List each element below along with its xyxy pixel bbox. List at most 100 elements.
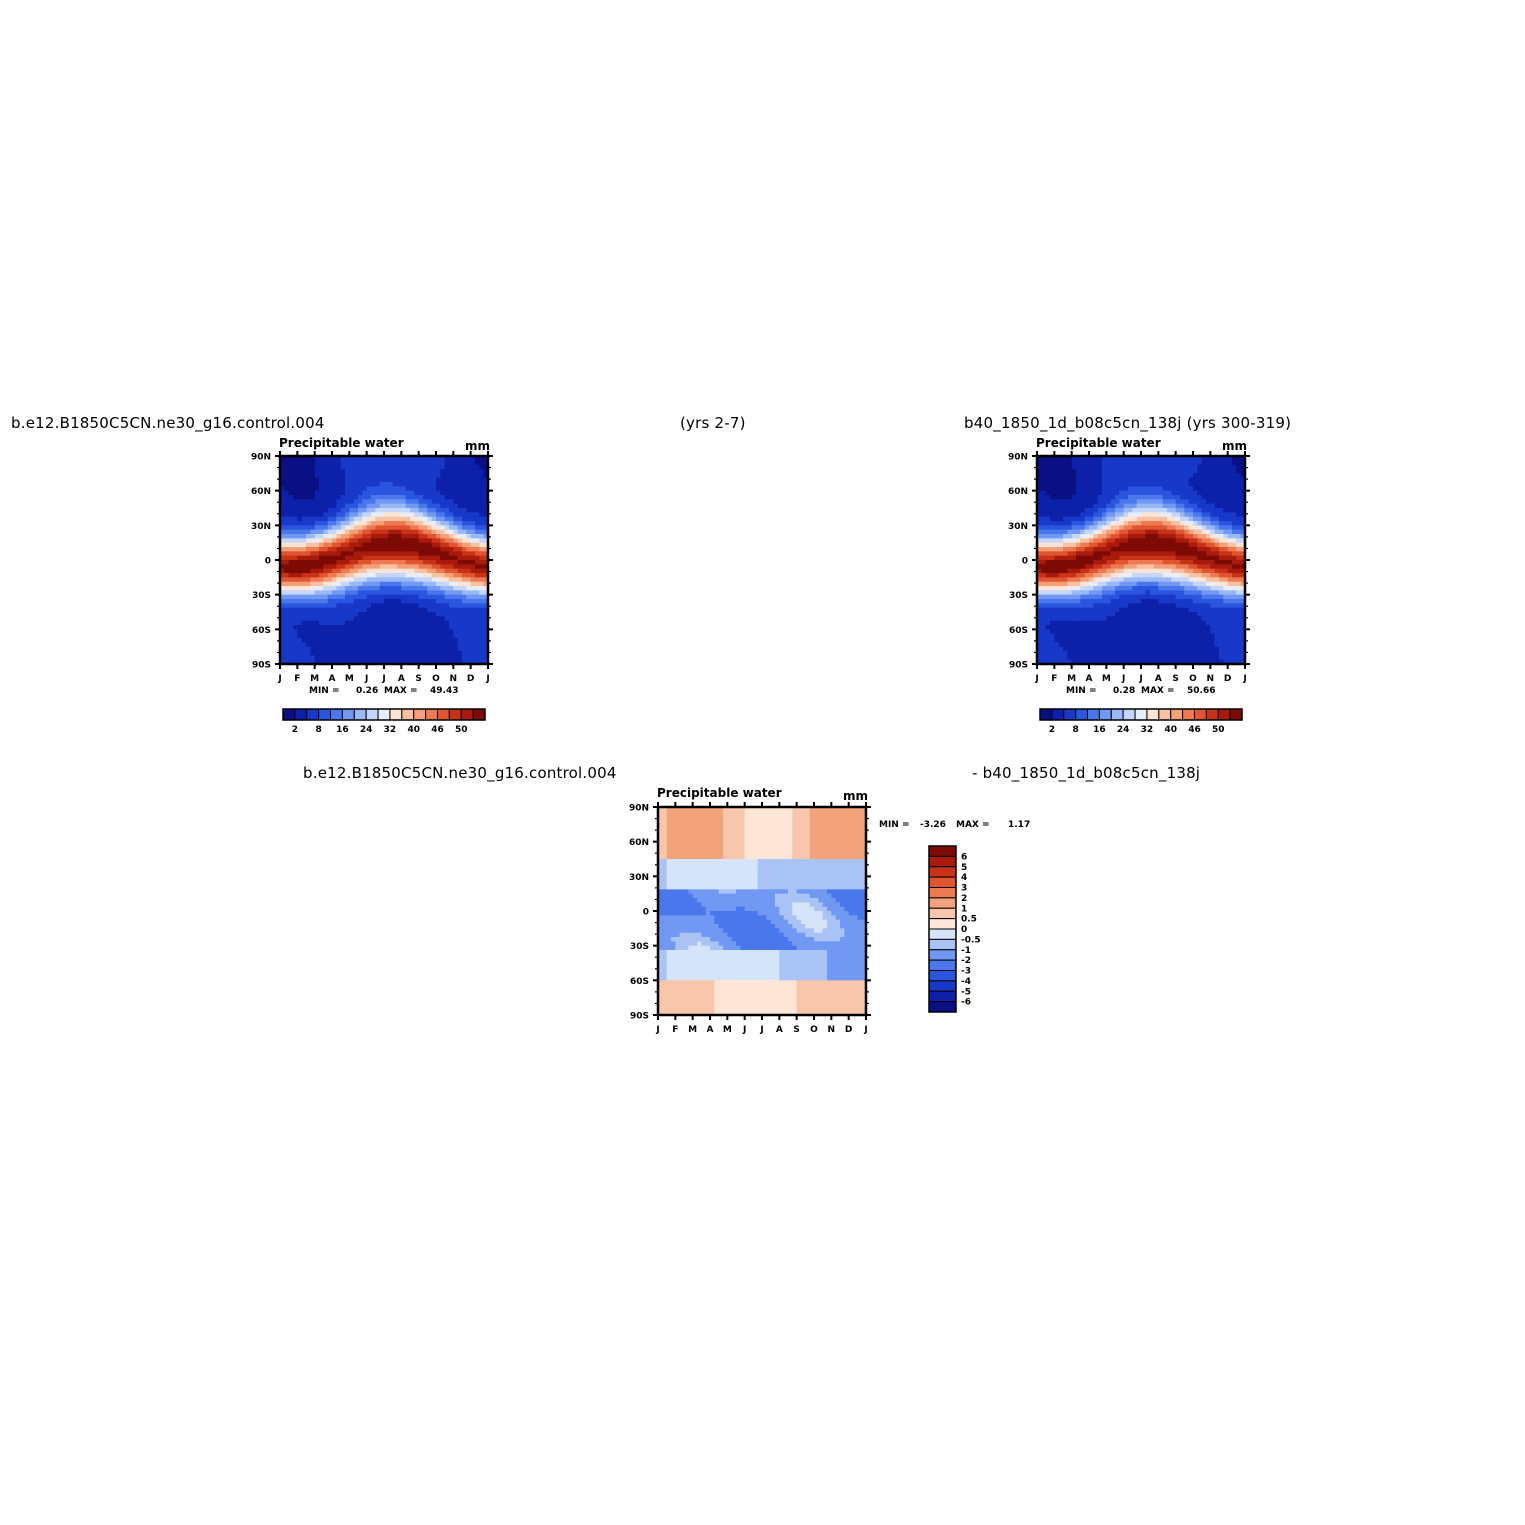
field-cell bbox=[336, 616, 342, 622]
field-cell bbox=[1193, 655, 1198, 661]
field-cell bbox=[1050, 659, 1055, 665]
y-tick-label: 90S bbox=[1009, 661, 1028, 671]
field-cell bbox=[466, 603, 472, 609]
field-cell bbox=[475, 616, 480, 622]
field-cell bbox=[375, 642, 381, 648]
field-cell bbox=[1158, 616, 1164, 622]
field-cell bbox=[1080, 538, 1086, 544]
field-cell bbox=[1058, 486, 1064, 492]
field-cell bbox=[1093, 469, 1099, 474]
field-cell bbox=[1084, 629, 1090, 635]
field-cell bbox=[1132, 525, 1138, 531]
field-cell bbox=[418, 512, 424, 518]
field-cell bbox=[397, 607, 402, 613]
field-cell bbox=[405, 456, 411, 461]
field-cell bbox=[418, 599, 424, 604]
field-cell bbox=[1197, 646, 1203, 652]
field-cell bbox=[470, 633, 476, 639]
field-cell bbox=[1058, 581, 1064, 587]
field-cell bbox=[1232, 594, 1237, 600]
field-cell bbox=[475, 607, 480, 613]
field-cell bbox=[392, 456, 398, 461]
field-cell bbox=[1089, 456, 1094, 461]
field-cell bbox=[1106, 456, 1112, 461]
field-cell bbox=[418, 560, 424, 565]
field-cell bbox=[1149, 616, 1155, 622]
field-cell bbox=[475, 534, 480, 539]
field-cell bbox=[314, 655, 320, 661]
field-cell bbox=[1128, 477, 1133, 483]
field-cell bbox=[1210, 456, 1216, 461]
field-cell bbox=[1115, 551, 1120, 557]
field-cell bbox=[410, 612, 415, 617]
field-cell bbox=[345, 642, 350, 648]
field-cell bbox=[449, 551, 454, 557]
field-cell bbox=[1054, 568, 1060, 574]
field-cell bbox=[1063, 538, 1068, 544]
field-cell bbox=[1206, 633, 1211, 639]
field-cell bbox=[453, 603, 459, 609]
field-cell bbox=[479, 586, 485, 591]
field-cell bbox=[1097, 525, 1103, 531]
field-cell bbox=[483, 473, 489, 479]
field-cell bbox=[336, 529, 342, 535]
field-cell bbox=[371, 568, 376, 574]
field-cell bbox=[280, 603, 285, 609]
field-cell bbox=[1084, 581, 1090, 587]
field-cell bbox=[332, 590, 337, 596]
field-cell bbox=[319, 625, 324, 630]
field-cell bbox=[1102, 534, 1107, 539]
field-cell bbox=[293, 521, 298, 526]
field-cell bbox=[1063, 638, 1068, 643]
field-cell bbox=[1197, 473, 1203, 479]
field-cell bbox=[1106, 538, 1112, 544]
colorbar-1-swatch bbox=[413, 708, 427, 721]
field-cell bbox=[297, 659, 303, 665]
field-cell bbox=[475, 577, 480, 583]
field-cell bbox=[1201, 477, 1207, 483]
field-cell bbox=[1037, 508, 1042, 513]
field-cell bbox=[314, 473, 320, 479]
field-cell bbox=[1041, 508, 1047, 513]
field-cell bbox=[1093, 586, 1099, 591]
field-cell bbox=[1119, 547, 1125, 552]
field-cell bbox=[1232, 486, 1237, 492]
field-cell bbox=[444, 538, 450, 544]
field-cell bbox=[306, 629, 311, 635]
field-cell bbox=[1154, 625, 1159, 630]
field-cell bbox=[1050, 625, 1055, 630]
field-cell bbox=[1071, 577, 1077, 583]
field-cell bbox=[384, 629, 389, 635]
field-cell bbox=[1041, 473, 1047, 479]
field-cell bbox=[1193, 482, 1198, 487]
y-tick-label: 90N bbox=[1008, 453, 1028, 463]
field-cell bbox=[1141, 512, 1146, 518]
field-cell bbox=[1076, 529, 1081, 535]
field-cell bbox=[1145, 534, 1151, 539]
field-cell bbox=[1184, 521, 1190, 526]
field-cell bbox=[1180, 516, 1185, 522]
field-cell bbox=[1232, 516, 1237, 522]
field-cell bbox=[1080, 599, 1086, 604]
field-cell bbox=[1037, 638, 1042, 643]
field-cell bbox=[1149, 516, 1155, 522]
field-cell bbox=[1102, 577, 1107, 583]
field-cell bbox=[658, 841, 663, 847]
field-cell bbox=[1236, 568, 1242, 574]
field-cell bbox=[353, 629, 359, 635]
field-cell bbox=[1084, 538, 1090, 544]
field-cell bbox=[1058, 564, 1064, 570]
field-cell bbox=[362, 629, 368, 635]
field-cell bbox=[1180, 638, 1185, 643]
field-cell bbox=[1171, 529, 1177, 535]
field-cell bbox=[306, 646, 311, 652]
field-cell bbox=[431, 607, 437, 613]
field-cell bbox=[1102, 642, 1107, 648]
field-cell bbox=[1141, 616, 1146, 622]
field-cell bbox=[1149, 638, 1155, 643]
field-cell bbox=[1171, 490, 1177, 496]
field-cell bbox=[1089, 612, 1094, 617]
field-cell bbox=[1132, 625, 1138, 630]
field-cell bbox=[1106, 590, 1112, 596]
field-cell bbox=[384, 555, 389, 561]
